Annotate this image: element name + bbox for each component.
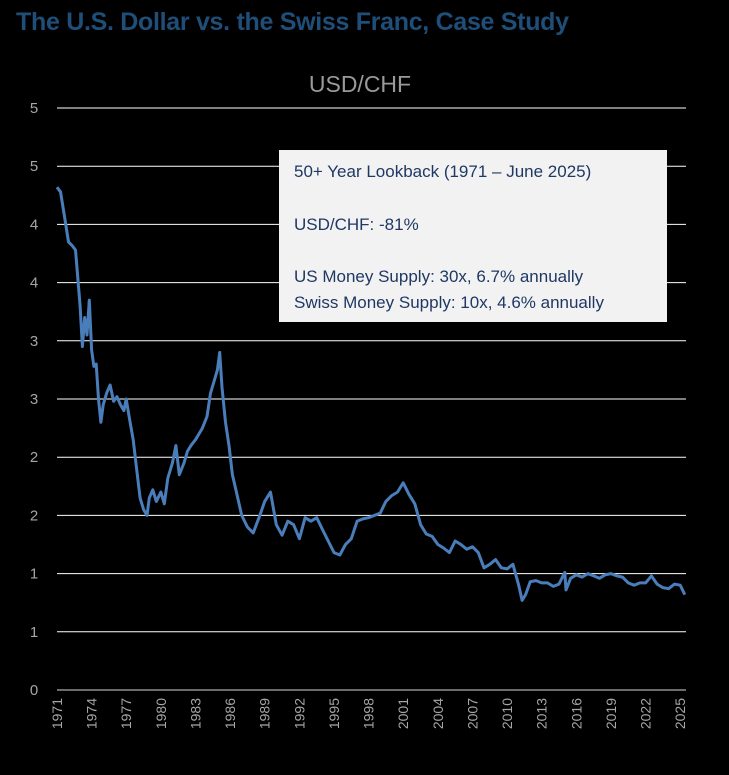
x-tick-label: 1971 (49, 698, 65, 729)
y-tick-label: 2 (30, 507, 38, 524)
annotation-box: 50+ Year Lookback (1971 – June 2025) USD… (279, 150, 667, 322)
annotation-lookback: 50+ Year Lookback (1971 – June 2025) (294, 162, 591, 181)
annotation-swiss-money-supply: Swiss Money Supply: 10x, 4.6% annually (294, 293, 604, 312)
usd-chf-series-line (55, 186, 687, 602)
y-tick-label: 5 (30, 100, 38, 117)
x-tick-label: 1986 (222, 698, 238, 729)
x-tick-label: 1980 (153, 698, 169, 729)
x-tick-label: 2019 (603, 698, 619, 729)
x-tick-label: 1974 (84, 698, 100, 729)
x-tick-label: 2022 (638, 698, 654, 729)
x-tick-label: 1989 (257, 698, 273, 729)
figure-title: The U.S. Dollar vs. the Swiss Franc, Cas… (16, 8, 569, 36)
x-tick-label: 2004 (430, 698, 446, 729)
y-tick-label: 3 (30, 391, 38, 408)
x-tick-label: 1998 (361, 698, 377, 729)
x-tick-label: 2001 (395, 698, 411, 729)
x-tick-label: 1977 (118, 698, 134, 729)
annotation-us-money-supply: US Money Supply: 30x, 6.7% annually (294, 267, 584, 286)
x-tick-label: 2016 (568, 698, 584, 729)
x-tick-label: 1992 (291, 698, 307, 729)
y-tick-label: 1 (30, 624, 38, 641)
y-tick-label: 0 (30, 682, 38, 699)
y-tick-label: 2 (30, 449, 38, 466)
x-tick-label: 2010 (499, 698, 515, 729)
y-axis-ticks: 0 1 1 2 2 3 3 4 4 5 5 (30, 100, 38, 699)
x-tick-label: 2007 (464, 698, 480, 729)
series-layer (55, 186, 687, 602)
x-tick-label: 1995 (326, 698, 342, 729)
x-tick-label: 1983 (187, 698, 203, 729)
y-tick-label: 4 (30, 216, 38, 233)
x-tick-label: 2025 (672, 698, 688, 729)
x-tick-label: 2013 (534, 698, 550, 729)
y-tick-label: 1 (30, 566, 38, 583)
chart-title: USD/CHF (309, 71, 411, 97)
y-tick-label: 3 (30, 333, 38, 350)
annotation-background (279, 150, 667, 322)
x-axis-ticks: 1971 1974 1977 1980 1983 1986 1989 1992 1995 1998… (49, 698, 688, 729)
y-tick-label: 5 (30, 158, 38, 175)
annotation-usdchf-change: USD/CHF: -81% (294, 215, 419, 234)
y-tick-label: 4 (30, 275, 38, 292)
